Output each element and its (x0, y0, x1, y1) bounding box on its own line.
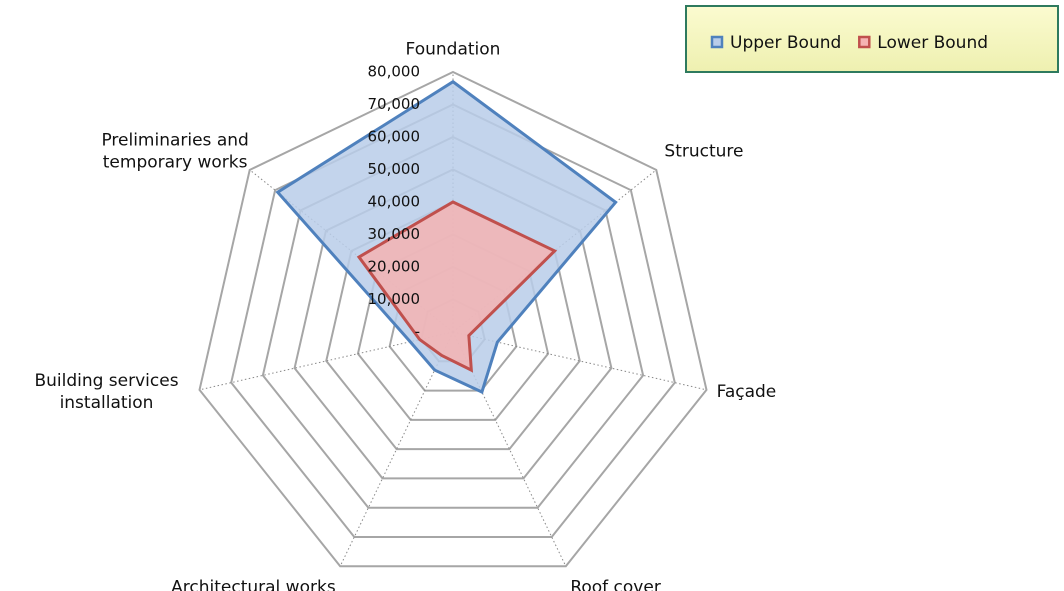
legend-box (685, 5, 1059, 73)
y-tick-label: 60,000 (368, 128, 421, 146)
y-tick-label: 70,000 (368, 95, 421, 113)
y-tick-label: 20,000 (368, 258, 421, 276)
legend-marker (858, 35, 871, 49)
y-tick-label: - (415, 323, 420, 341)
category-label: Structure (664, 141, 743, 161)
spoke (199, 331, 454, 391)
spoke (452, 169, 657, 333)
category-label: Building services installation (34, 371, 178, 413)
legend-label: Lower Bound (877, 33, 988, 53)
series-area (356, 200, 558, 373)
category-label: Roof cover (570, 578, 661, 591)
spoke (452, 331, 567, 567)
y-tick-label: 50,000 (368, 160, 421, 178)
legend-label: Upper Bound (730, 33, 841, 53)
labels: - 10,000 20,000 30,000 40,000 50,000 60,000 70,… (34, 40, 776, 591)
y-tick-label: 10,000 (368, 290, 421, 308)
category-label: Preliminaries and temporary works (101, 130, 248, 172)
spoke (339, 331, 454, 567)
category-label: Façade (717, 382, 777, 402)
category-label: Foundation (406, 40, 501, 60)
y-tick-label: 40,000 (368, 193, 421, 211)
legend-marker (710, 35, 724, 49)
legend: Upper Bound Lower Bound (685, 5, 1059, 73)
y-tick-label: 80,000 (368, 63, 421, 81)
series (275, 79, 618, 395)
spoke (452, 331, 707, 391)
category-label: Architectural works (171, 578, 336, 591)
y-tick-label: 30,000 (368, 225, 421, 243)
